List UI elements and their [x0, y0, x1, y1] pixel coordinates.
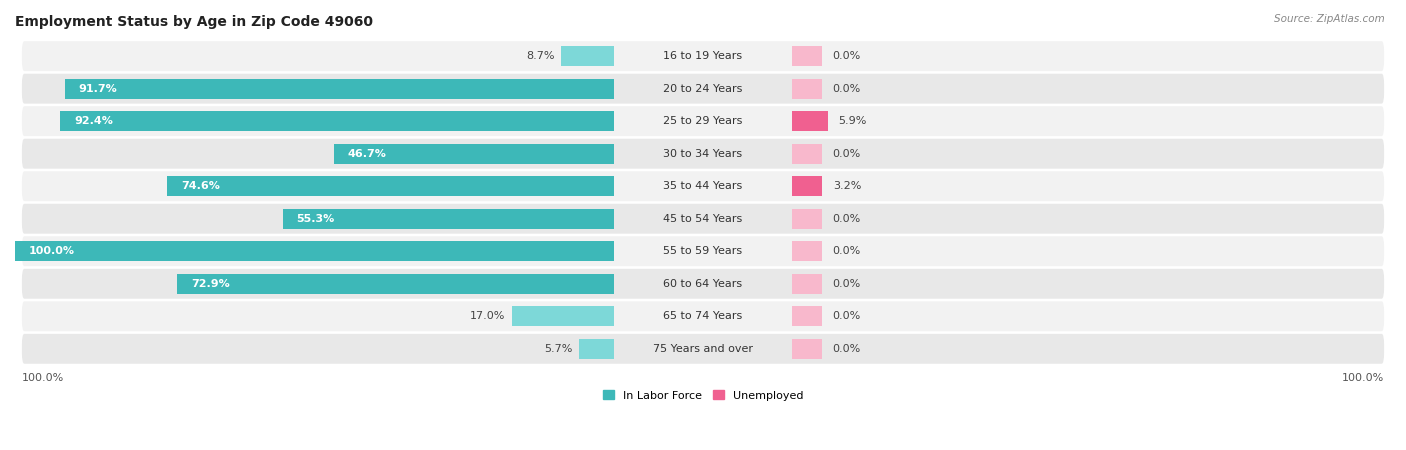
Text: 30 to 34 Years: 30 to 34 Years [664, 148, 742, 159]
Bar [65, 79, 613, 99]
Text: 5.7%: 5.7% [544, 344, 572, 354]
Bar [793, 111, 828, 131]
Text: 25 to 29 Years: 25 to 29 Years [664, 116, 742, 126]
FancyBboxPatch shape [22, 269, 1384, 299]
Bar [793, 46, 823, 66]
Text: Employment Status by Age in Zip Code 49060: Employment Status by Age in Zip Code 490… [15, 15, 373, 29]
Bar [512, 306, 613, 326]
Text: 55 to 59 Years: 55 to 59 Years [664, 246, 742, 256]
Bar [793, 339, 823, 359]
Bar [793, 274, 823, 294]
Bar [167, 176, 613, 196]
FancyBboxPatch shape [22, 74, 1384, 104]
Bar [793, 176, 823, 196]
Text: 100.0%: 100.0% [1341, 373, 1384, 383]
Text: 0.0%: 0.0% [832, 51, 860, 61]
Bar [335, 144, 613, 164]
FancyBboxPatch shape [22, 171, 1384, 201]
Text: 46.7%: 46.7% [347, 148, 387, 159]
FancyBboxPatch shape [22, 41, 1384, 71]
FancyBboxPatch shape [22, 302, 1384, 331]
Bar [579, 339, 613, 359]
Text: 72.9%: 72.9% [191, 279, 229, 289]
Text: 45 to 54 Years: 45 to 54 Years [664, 214, 742, 224]
Legend: In Labor Force, Unemployed: In Labor Force, Unemployed [598, 386, 808, 405]
Bar [561, 46, 613, 66]
Text: 92.4%: 92.4% [75, 116, 112, 126]
FancyBboxPatch shape [22, 139, 1384, 169]
Text: 91.7%: 91.7% [79, 84, 117, 94]
Text: 0.0%: 0.0% [832, 246, 860, 256]
Text: 0.0%: 0.0% [832, 311, 860, 321]
FancyBboxPatch shape [22, 106, 1384, 136]
Text: 65 to 74 Years: 65 to 74 Years [664, 311, 742, 321]
Bar [793, 144, 823, 164]
Bar [793, 79, 823, 99]
Bar [793, 306, 823, 326]
Text: 55.3%: 55.3% [297, 214, 335, 224]
FancyBboxPatch shape [22, 236, 1384, 266]
Text: 20 to 24 Years: 20 to 24 Years [664, 84, 742, 94]
Bar [177, 274, 613, 294]
Text: 0.0%: 0.0% [832, 148, 860, 159]
Text: 8.7%: 8.7% [526, 51, 554, 61]
Text: Source: ZipAtlas.com: Source: ZipAtlas.com [1274, 14, 1385, 23]
Text: 0.0%: 0.0% [832, 279, 860, 289]
Text: 0.0%: 0.0% [832, 84, 860, 94]
Text: 100.0%: 100.0% [28, 246, 75, 256]
Bar [793, 209, 823, 229]
Text: 0.0%: 0.0% [832, 214, 860, 224]
Bar [793, 241, 823, 261]
Text: 3.2%: 3.2% [832, 181, 860, 191]
Text: 75 Years and over: 75 Years and over [652, 344, 754, 354]
Text: 60 to 64 Years: 60 to 64 Years [664, 279, 742, 289]
Text: 100.0%: 100.0% [22, 373, 65, 383]
Text: 35 to 44 Years: 35 to 44 Years [664, 181, 742, 191]
Bar [60, 111, 613, 131]
Bar [283, 209, 613, 229]
FancyBboxPatch shape [22, 204, 1384, 234]
Text: 0.0%: 0.0% [832, 344, 860, 354]
FancyBboxPatch shape [22, 334, 1384, 364]
Bar [15, 241, 613, 261]
Text: 17.0%: 17.0% [470, 311, 505, 321]
Text: 16 to 19 Years: 16 to 19 Years [664, 51, 742, 61]
Text: 74.6%: 74.6% [181, 181, 219, 191]
Text: 5.9%: 5.9% [838, 116, 866, 126]
